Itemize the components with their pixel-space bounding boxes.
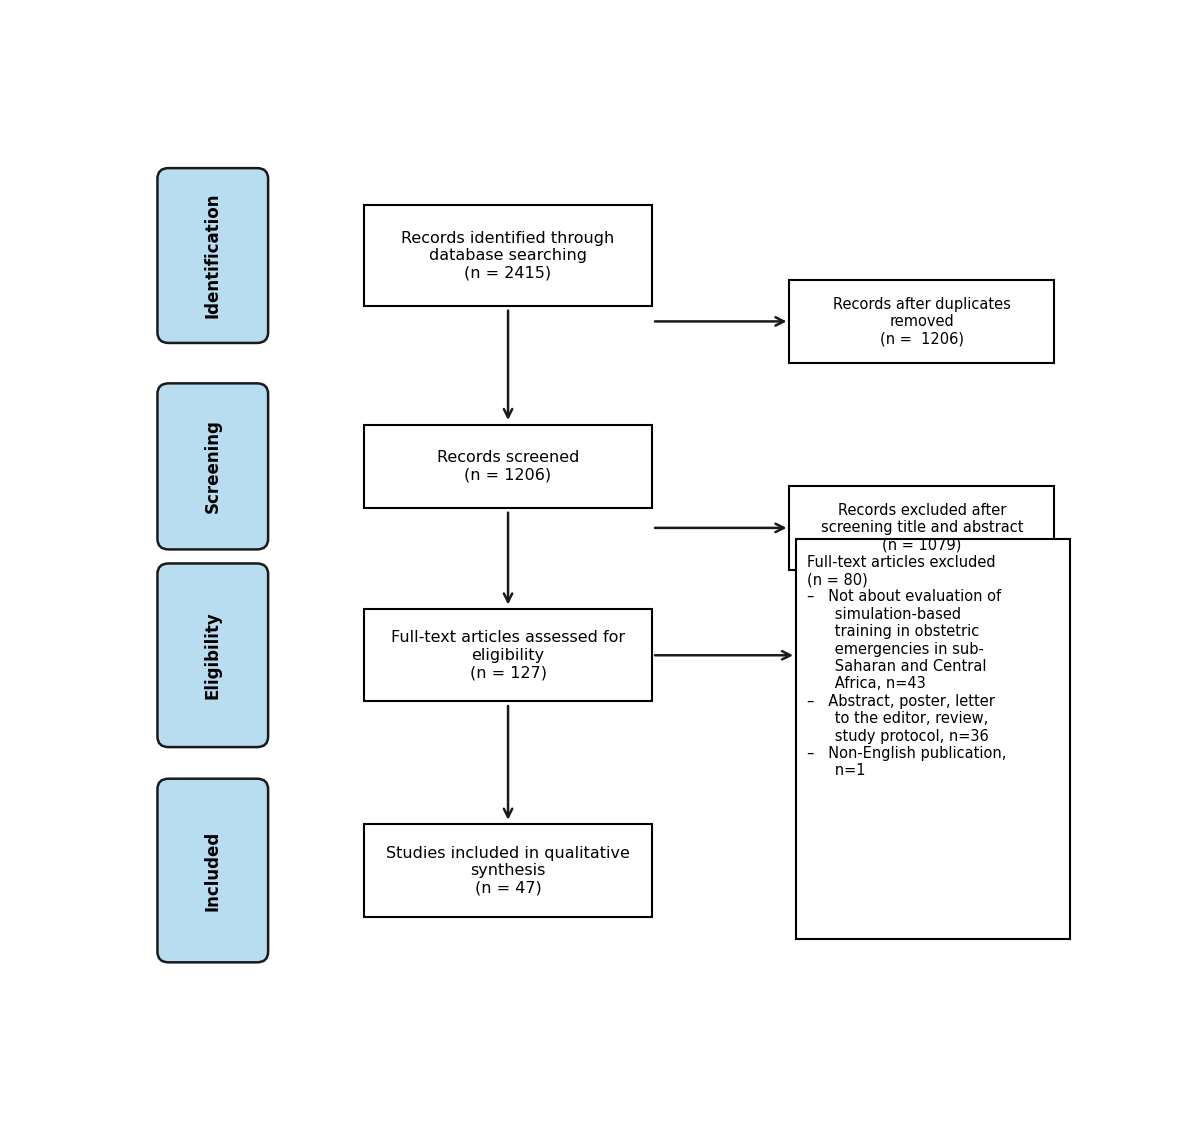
Text: Records identified through
database searching
(n = 2415): Records identified through database sear…: [402, 230, 614, 281]
FancyBboxPatch shape: [157, 778, 268, 962]
Text: Full-text articles assessed for
eligibility
(n = 127): Full-text articles assessed for eligibil…: [391, 630, 625, 680]
Text: Included: Included: [204, 831, 222, 911]
FancyBboxPatch shape: [364, 424, 653, 508]
FancyBboxPatch shape: [790, 486, 1055, 569]
FancyBboxPatch shape: [796, 539, 1070, 939]
FancyBboxPatch shape: [790, 280, 1055, 363]
Text: Studies included in qualitative
synthesis
(n = 47): Studies included in qualitative synthesi…: [386, 845, 630, 896]
Text: Records excluded after
screening title and abstract
(n = 1079): Records excluded after screening title a…: [821, 503, 1024, 552]
Text: Full-text articles excluded
(n = 80)
–   Not about evaluation of
      simulatio: Full-text articles excluded (n = 80) – N…: [808, 555, 1007, 778]
FancyBboxPatch shape: [364, 205, 653, 306]
Text: Records screened
(n = 1206): Records screened (n = 1206): [437, 451, 580, 483]
FancyBboxPatch shape: [364, 825, 653, 916]
Text: Eligibility: Eligibility: [204, 612, 222, 699]
Text: Screening: Screening: [204, 420, 222, 513]
Text: Identification: Identification: [204, 193, 222, 318]
FancyBboxPatch shape: [364, 609, 653, 702]
FancyBboxPatch shape: [157, 168, 268, 343]
Text: Records after duplicates
removed
(n =  1206): Records after duplicates removed (n = 12…: [833, 297, 1010, 347]
FancyBboxPatch shape: [157, 383, 268, 550]
FancyBboxPatch shape: [157, 564, 268, 747]
